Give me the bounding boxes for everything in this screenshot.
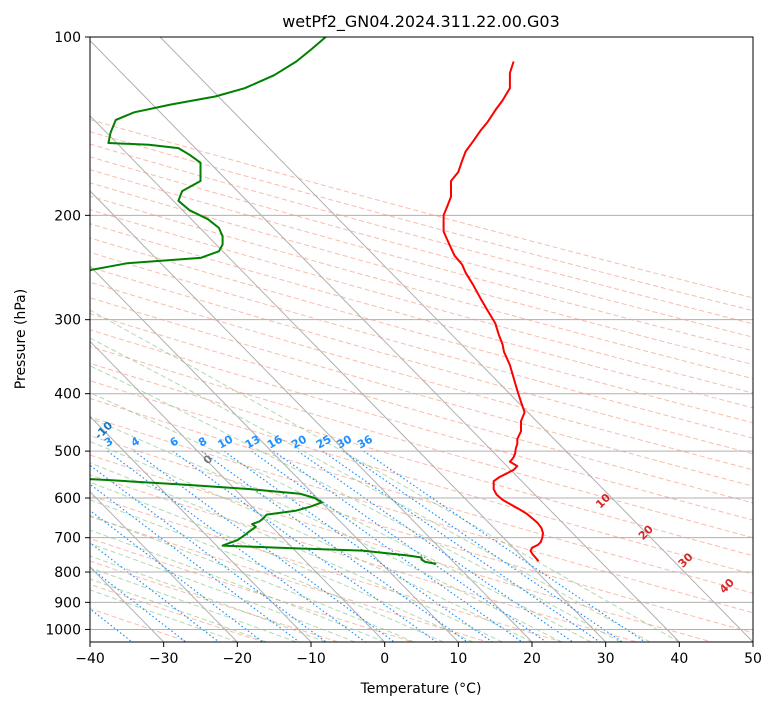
moist-adiabat-line <box>90 440 533 642</box>
mixing-ratio-line <box>223 450 493 642</box>
isotherm-line <box>90 115 607 642</box>
dry-adiabat-line <box>90 313 753 504</box>
moist-adiabat-label: 40 <box>717 576 737 596</box>
moist-adiabat-line <box>90 578 267 642</box>
moist-adiabat-line <box>90 515 415 642</box>
dewpoint-profile-line <box>90 37 437 565</box>
mixing-ratio-line <box>90 483 300 642</box>
mixing-ratio-line <box>201 450 468 642</box>
y-tick-label: 800 <box>54 565 81 581</box>
dry-adiabat-line <box>90 251 753 439</box>
axis-ticks: −40 −30 −20 −10 0 10 20 30 40 5010009008007006005… <box>45 30 762 667</box>
profile-lines <box>90 37 544 565</box>
dry-adiabat-line <box>90 435 753 634</box>
plot-frame <box>89 36 754 643</box>
moist-adiabat-label: 30 <box>676 550 696 570</box>
isotherm-value-label: -20 <box>0 388 11 411</box>
x-tick-label: −40 <box>75 651 105 667</box>
dry-adiabat-line <box>90 454 712 642</box>
y-axis-label: Pressure (hPa) <box>13 289 29 389</box>
isotherm-line <box>159 37 753 642</box>
temperature-profile-line <box>442 61 544 562</box>
dry-adiabat-line <box>90 583 264 642</box>
mixing-ratio-line <box>133 450 395 642</box>
mixing-ratio-label: 4 <box>129 434 142 449</box>
mixing-ratio-line <box>363 450 646 642</box>
moist-adiabat-line <box>90 499 444 642</box>
y-tick-label: 100 <box>54 30 81 46</box>
dry-adiabat-line <box>90 169 753 352</box>
isotherm-line <box>90 39 680 642</box>
mixing-ratio-line <box>172 450 437 642</box>
isotherm-line <box>90 340 386 642</box>
dry-adiabat-line <box>90 537 414 642</box>
mixing-ratio-line <box>90 509 264 642</box>
x-tick-label: −10 <box>296 651 326 667</box>
x-tick-label: 10 <box>449 651 467 667</box>
x-tick-label: 50 <box>744 651 762 667</box>
x-tick-label: 30 <box>597 651 615 667</box>
dry-adiabat-line <box>90 156 753 338</box>
moist-adiabat-line <box>90 589 238 642</box>
mixing-ratio-line <box>90 541 220 642</box>
mixing-ratio-label: 6 <box>168 434 181 449</box>
chart-title: wetPf2_GN04.2024.311.22.00.G03 <box>282 12 560 32</box>
dry-adiabat-line <box>90 494 563 642</box>
isotherm-line <box>90 415 312 642</box>
moist-adiabat-line <box>90 481 474 642</box>
isotherm-line <box>90 190 533 642</box>
moist-adiabat-line <box>90 337 651 642</box>
y-tick-label: 400 <box>54 387 81 403</box>
x-tick-label: 0 <box>380 651 389 667</box>
moist-adiabat-line <box>90 309 680 642</box>
dry-adiabat-line <box>90 182 753 366</box>
background-lines <box>90 37 753 642</box>
x-axis-label: Temperature (°C) <box>360 681 482 697</box>
mixing-ratio-line <box>273 450 547 642</box>
moist-adiabat-line <box>90 567 297 642</box>
x-tick-label: 40 <box>670 651 688 667</box>
zero-isotherm-label: 0 <box>201 452 216 467</box>
mixing-ratio-line <box>297 450 574 642</box>
y-tick-label: 200 <box>54 208 81 224</box>
x-tick-label: −30 <box>149 651 179 667</box>
y-tick-label: 600 <box>54 491 81 507</box>
y-tick-label: 900 <box>54 595 81 611</box>
x-tick-label: 20 <box>523 651 541 667</box>
dry-adiabat-line <box>90 329 753 521</box>
isotherm-line <box>90 490 238 642</box>
mixing-ratio-label: 10 <box>216 432 236 451</box>
mixing-ratio-line <box>107 450 366 642</box>
moist-adiabat-line <box>90 529 385 642</box>
mixing-ratio-label: 8 <box>196 435 209 450</box>
y-tick-label: 1000 <box>45 622 81 638</box>
dry-adiabat-line <box>90 143 753 325</box>
mixing-ratio-label: 3 <box>102 435 115 450</box>
y-tick-label: 700 <box>54 531 81 547</box>
mixing-ratio-label: 20 <box>289 432 309 451</box>
dry-adiabat-line <box>90 237 753 424</box>
moist-adiabat-line <box>90 555 326 642</box>
dry-adiabat-line <box>90 119 753 299</box>
mixing-ratio-label: 13 <box>243 433 263 452</box>
moist-adiabat-line <box>90 392 592 642</box>
moist-adiabat-line <box>90 462 503 642</box>
moist-adiabat-line <box>90 417 562 642</box>
mixing-ratio-line <box>90 608 133 642</box>
y-tick-label: 500 <box>54 444 81 460</box>
moist-adiabat-label: 10 <box>593 491 613 511</box>
mixing-ratio-line <box>342 450 623 642</box>
x-tick-label: −20 <box>223 651 253 667</box>
mixing-ratio-label: 25 <box>314 433 334 452</box>
dry-adiabat-line <box>90 209 753 394</box>
mixing-ratio-label: 1 <box>7 435 20 450</box>
dry-adiabat-line <box>90 560 339 642</box>
moist-adiabat-line <box>90 365 621 642</box>
dry-adiabat-line <box>90 516 488 642</box>
isotherm-line <box>90 265 459 642</box>
dry-adiabat-line <box>90 474 638 642</box>
isotherm-labels: -100-90-80-70-60-50-40-30-20-1000.10.20.… <box>0 388 737 596</box>
y-tick-label: 300 <box>54 313 81 329</box>
